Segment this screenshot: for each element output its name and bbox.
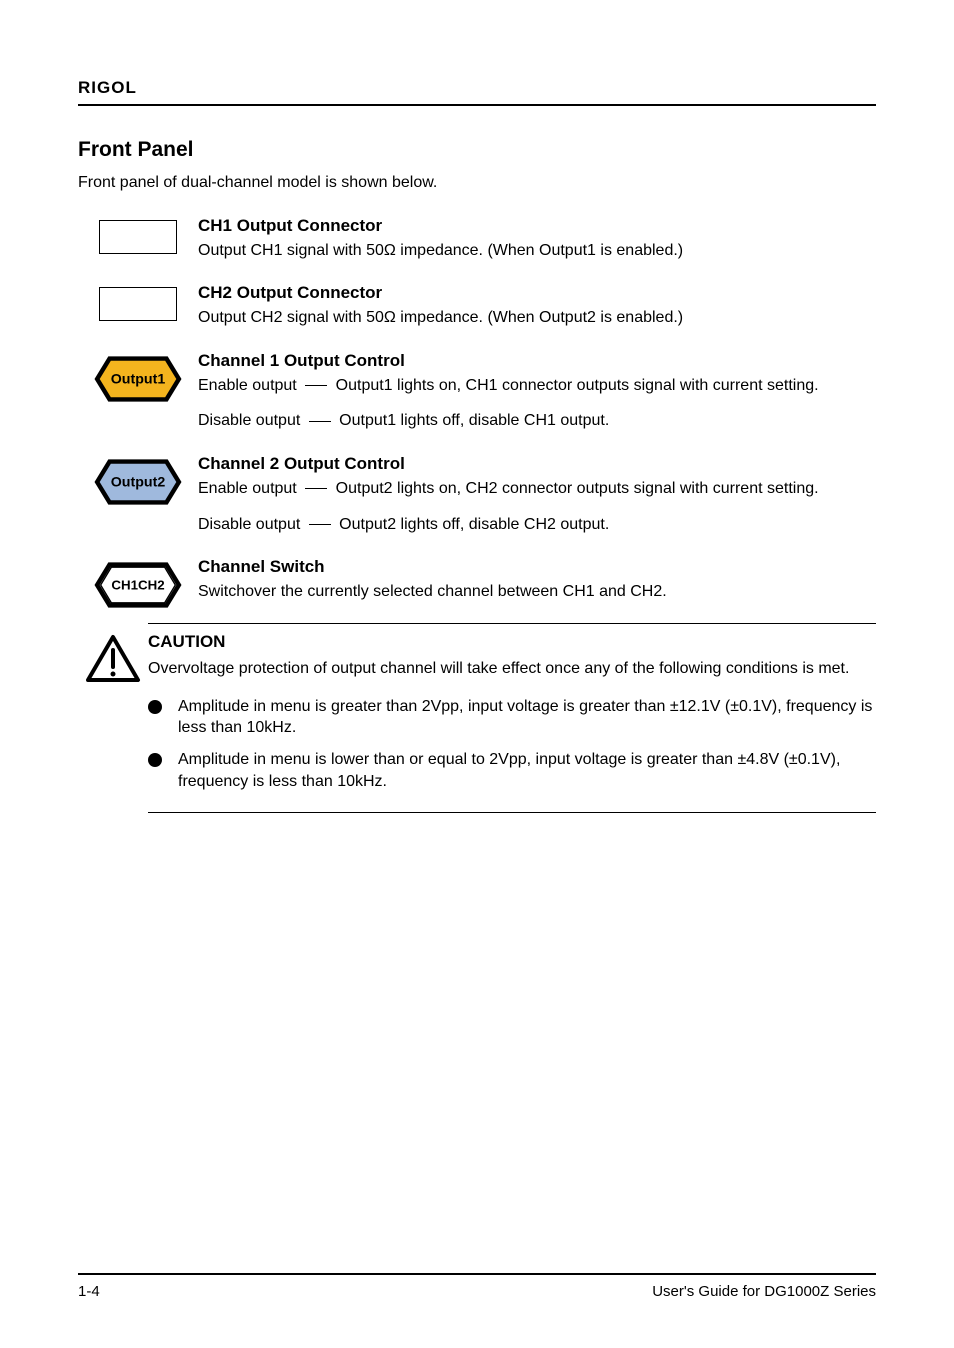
output2-hex-icon: Output2 [93,458,183,506]
warning-triangle-icon [85,634,141,684]
caution-icon-col [78,632,148,684]
output2-line2: Disable output Output2 lights off, disab… [198,514,876,536]
output2-text: Channel 2 Output Control Enable output O… [198,454,876,535]
intro-text: Front panel of dual-channel model is sho… [78,172,876,194]
output1-line2: Disable output Output1 lights off, disab… [198,410,876,432]
footer-rule [78,1273,876,1275]
caution-heading: CAUTION [148,632,876,652]
output1-line2-b: Output1 lights off, disable CH1 output. [335,412,610,429]
output1-line2-a: Disable output [198,412,305,429]
emdash-icon [305,488,327,489]
ch1ch2-desc: Switchover the currently selected channe… [198,581,876,603]
output1-line1-a: Enable output [198,377,301,394]
header-rule [78,104,876,106]
output1-text: Channel 1 Output Control Enable output O… [198,351,876,432]
ch1-connector-row: CH1 Output Connector Output CH1 signal w… [78,216,876,262]
ch1-connector-desc: Output CH1 signal with 50Ω impedance. (W… [198,240,876,262]
output2-row: Output2 Channel 2 Output Control Enable … [78,454,876,535]
footer-page-number: 1-4 [78,1283,100,1300]
ch1ch2-icon-col: CH1CH2 [78,557,198,609]
ch1-connector-icon-col [78,216,198,254]
emdash-icon [309,421,331,422]
svg-text:CH1CH2: CH1CH2 [111,578,164,593]
caution-bullet-text: Amplitude in menu is greater than 2Vpp, … [178,696,876,739]
page-header: RIGOL [78,78,876,106]
caution-bullet-item: Amplitude in menu is lower than or equal… [148,749,876,792]
output1-line1: Enable output Output1 lights on, CH1 con… [198,375,876,397]
output2-icon-col: Output2 [78,454,198,506]
output2-line2-a: Disable output [198,516,305,533]
caution-top-rule [148,623,876,624]
brand-label: RIGOL [78,78,876,98]
ch1ch2-hex-icon: CH1CH2 [93,561,183,609]
footer-doc-title: User's Guide for DG1000Z Series [652,1283,876,1300]
ch2-connector-title: CH2 Output Connector [198,283,876,303]
output1-icon-col: Output1 [78,351,198,403]
caution-row: CAUTION Overvoltage protection of output… [78,632,876,813]
svg-text:Output1: Output1 [111,371,166,387]
emdash-icon [309,524,331,525]
section-title: Front Panel [78,138,876,162]
emdash-icon [305,385,327,386]
footer-row: 1-4 User's Guide for DG1000Z Series [78,1283,876,1300]
caution-bullet-list: Amplitude in menu is greater than 2Vpp, … [148,696,876,792]
ch2-connector-text: CH2 Output Connector Output CH2 signal w… [198,283,876,329]
caution-text-col: CAUTION Overvoltage protection of output… [148,632,876,813]
connector-rect-icon [99,287,177,321]
output2-line1: Enable output Output2 lights on, CH2 con… [198,478,876,500]
caution-bullet-text: Amplitude in menu is lower than or equal… [178,749,876,792]
connector-rect-icon [99,220,177,254]
caution-bullet-item: Amplitude in menu is greater than 2Vpp, … [148,696,876,739]
output1-row: Output1 Channel 1 Output Control Enable … [78,351,876,432]
ch2-connector-icon-col [78,283,198,321]
output1-hex-icon: Output1 [93,355,183,403]
output1-title: Channel 1 Output Control [198,351,876,371]
output2-line1-a: Enable output [198,480,301,497]
caution-bottom-rule [148,812,876,813]
ch1ch2-row: CH1CH2 Channel Switch Switchover the cur… [78,557,876,609]
ch1-connector-title: CH1 Output Connector [198,216,876,236]
output2-line2-b: Output2 lights off, disable CH2 output. [335,516,610,533]
ch2-connector-row: CH2 Output Connector Output CH2 signal w… [78,283,876,329]
page-footer: 1-4 User's Guide for DG1000Z Series [78,1273,876,1300]
bullet-dot-icon [148,753,162,767]
document-page: RIGOL Front Panel Front panel of dual-ch… [0,0,954,1348]
ch1ch2-text: Channel Switch Switchover the currently … [198,557,876,603]
bullet-dot-icon [148,700,162,714]
output2-title: Channel 2 Output Control [198,454,876,474]
ch1ch2-title: Channel Switch [198,557,876,577]
output1-line1-b: Output1 lights on, CH1 connector outputs… [331,377,818,394]
ch1-connector-text: CH1 Output Connector Output CH1 signal w… [198,216,876,262]
output2-line1-b: Output2 lights on, CH2 connector outputs… [331,480,818,497]
caution-box: CAUTION Overvoltage protection of output… [78,623,876,813]
ch2-connector-desc: Output CH2 signal with 50Ω impedance. (W… [198,307,876,329]
svg-text:Output2: Output2 [111,474,166,490]
caution-lead: Overvoltage protection of output channel… [148,658,876,680]
